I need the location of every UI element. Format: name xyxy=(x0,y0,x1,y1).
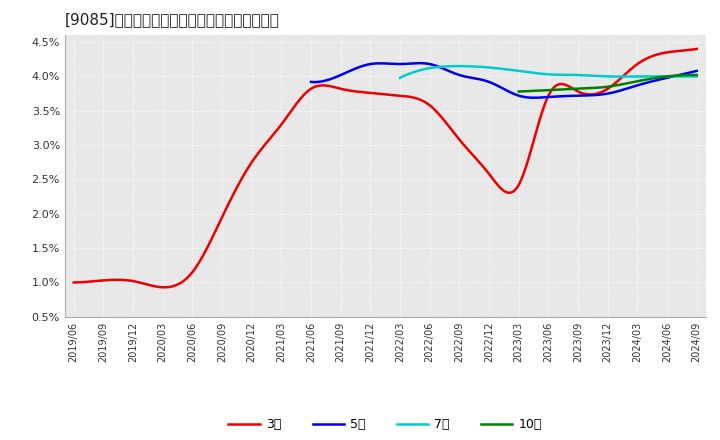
3年 xyxy=(453,134,462,139)
7年 xyxy=(665,74,674,79)
3年 xyxy=(440,118,449,124)
5年 xyxy=(634,82,643,88)
10年 xyxy=(621,81,629,86)
Line: 7年: 7年 xyxy=(400,66,697,78)
10年 xyxy=(693,73,701,78)
7年 xyxy=(396,75,405,81)
Line: 10年: 10年 xyxy=(518,75,697,92)
5年 xyxy=(307,79,315,84)
3年 xyxy=(597,90,606,95)
10年 xyxy=(515,89,523,94)
7年 xyxy=(573,73,582,78)
10年 xyxy=(687,72,696,77)
7年 xyxy=(572,72,581,77)
3年 xyxy=(69,280,78,285)
10年 xyxy=(675,73,684,78)
5年 xyxy=(693,68,701,73)
7年 xyxy=(397,75,405,80)
10年 xyxy=(624,81,632,86)
7年 xyxy=(693,74,701,79)
3年 xyxy=(693,46,701,51)
3年 xyxy=(442,121,451,126)
Text: [9085]　当期純利益マージンの標準偏差の推移: [9085] 当期純利益マージンの標準偏差の推移 xyxy=(65,12,279,27)
5年 xyxy=(530,95,539,100)
7年 xyxy=(454,63,463,69)
Line: 5年: 5年 xyxy=(311,63,697,98)
5年 xyxy=(539,95,547,100)
10年 xyxy=(620,81,629,87)
5年 xyxy=(415,60,423,66)
Legend: 3年, 5年, 7年, 10年: 3年, 5年, 7年, 10年 xyxy=(223,413,547,436)
5年 xyxy=(538,95,546,100)
7年 xyxy=(647,74,655,79)
3年 xyxy=(161,285,170,290)
5年 xyxy=(545,94,554,99)
5年 xyxy=(308,79,317,84)
Line: 3年: 3年 xyxy=(73,49,697,287)
10年 xyxy=(665,73,673,79)
3年 xyxy=(636,59,645,65)
3年 xyxy=(71,280,80,285)
7年 xyxy=(578,73,587,78)
5年 xyxy=(659,76,667,81)
10年 xyxy=(514,89,523,94)
